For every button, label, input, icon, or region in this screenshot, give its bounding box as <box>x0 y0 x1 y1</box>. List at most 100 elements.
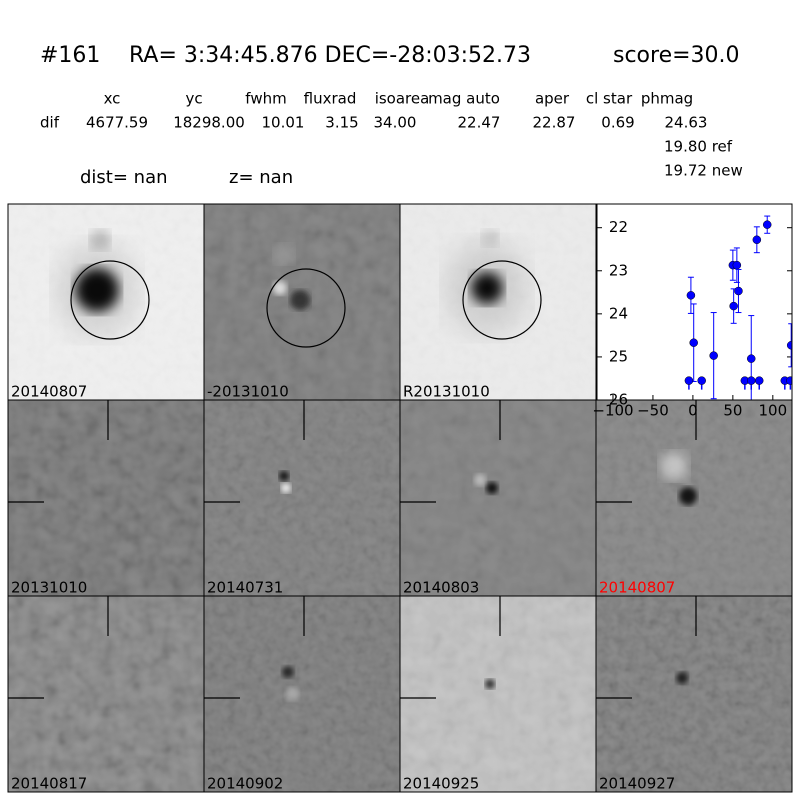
column-header: yc <box>185 90 202 108</box>
stamp: 20140807 <box>7 203 205 401</box>
redshift: z= nan <box>229 167 293 188</box>
data-point <box>754 376 764 385</box>
table-value: 24.63 <box>665 114 708 132</box>
ref-mag: 19.80 ref <box>664 138 733 156</box>
stamp-source <box>90 230 110 250</box>
stamp: 20140807 <box>595 399 793 597</box>
stamps: 20140807 -20131010 R20131010 20131010 201407… <box>7 203 793 793</box>
stamp-label: 20140817 <box>11 775 87 793</box>
coordinates: RA= 3:34:45.876 DEC=-28:03:52.73 <box>129 43 531 68</box>
stamp: 20140803 <box>399 399 597 597</box>
table-value: 0.69 <box>601 114 634 132</box>
column-header: aper <box>535 90 570 108</box>
stamp: -20131010 <box>203 203 401 401</box>
stamp-source <box>676 672 688 684</box>
plot-frame <box>596 203 793 401</box>
table-value: 22.47 <box>458 114 501 132</box>
new-mag: 19.72 new <box>664 162 743 180</box>
table-value: 18298.00 <box>173 114 245 132</box>
stamp-source <box>474 474 486 486</box>
x-tick-label: −50 <box>637 402 669 420</box>
stamp-label: -20131010 <box>207 383 289 401</box>
stamp-source <box>471 272 503 304</box>
stamp-border <box>595 595 793 793</box>
stamp-source <box>281 483 291 493</box>
data-point <box>709 351 718 360</box>
stamp-noise <box>400 596 596 792</box>
data-point <box>752 235 762 245</box>
stamp-label: 20140925 <box>403 775 479 793</box>
stamp: 20140731 <box>203 399 401 597</box>
stamp: 20140927 <box>595 595 793 793</box>
stamp: 20140925 <box>399 595 597 793</box>
stamp-label: 20140803 <box>403 579 479 597</box>
data-point <box>686 291 696 300</box>
data-point <box>746 376 756 385</box>
y-tick-label: 23 <box>609 261 628 279</box>
column-header: phmag <box>641 90 693 108</box>
column-header: mag auto <box>428 90 500 108</box>
column-header: fluxrad <box>304 90 357 108</box>
score: score=30.0 <box>613 43 740 68</box>
stamp-source <box>486 482 498 494</box>
stamp-source <box>273 281 287 295</box>
stamp-label: 20140927 <box>599 775 675 793</box>
table-value: 34.00 <box>374 114 417 132</box>
table-value: 22.87 <box>533 114 576 132</box>
stamp-label: 20140807 <box>11 383 87 401</box>
data-point <box>689 338 698 347</box>
stamp-label: 20131010 <box>11 579 87 597</box>
data-point <box>697 376 706 385</box>
stamp-source <box>75 268 119 312</box>
data-point <box>684 376 694 385</box>
column-header: isoarea <box>375 90 430 108</box>
aperture <box>266 268 346 348</box>
stamp-source <box>285 687 299 701</box>
aperture <box>462 260 542 340</box>
column-header: cl star <box>586 90 633 108</box>
stamp-source <box>282 666 294 678</box>
stamp-label: 20140902 <box>207 775 283 793</box>
stamp-source <box>290 290 310 310</box>
stamp-noise <box>204 400 400 596</box>
stamp: R20131010 <box>399 203 597 401</box>
x-tick-label: 100 <box>758 402 787 420</box>
stamp-source <box>274 244 294 264</box>
data-point <box>729 301 738 311</box>
x-tick-label: 0 <box>688 402 698 420</box>
y-tick-label: 24 <box>609 304 628 322</box>
column-header: fwhm <box>245 90 286 108</box>
stamp: 20131010 <box>7 399 205 597</box>
stamp: 20140902 <box>203 595 401 793</box>
stamp-label: 20140731 <box>207 579 283 597</box>
stamp-label: 20140807 <box>599 579 675 597</box>
x-tick-label: −100 <box>592 402 633 420</box>
x-tick-label: 50 <box>723 402 742 420</box>
dist: dist= nan <box>80 167 168 188</box>
stamp-noise <box>204 596 400 792</box>
stamp-source <box>485 679 495 689</box>
stamp-noise <box>400 400 596 596</box>
stamp-source <box>279 471 289 481</box>
data-point <box>732 260 742 270</box>
table-value: 10.01 <box>262 114 305 132</box>
candidate-id: #161 <box>40 43 100 68</box>
stamp-noise <box>8 596 204 792</box>
aperture <box>70 260 150 340</box>
stamp-noise <box>8 400 204 596</box>
y-tick-label: 22 <box>609 218 628 236</box>
data-point <box>734 286 743 296</box>
stamp-source <box>482 230 498 246</box>
stamp-noise <box>596 596 792 792</box>
data-point <box>786 376 792 385</box>
y-tick-label: 25 <box>609 347 628 365</box>
data-point <box>762 220 772 229</box>
plot-data <box>684 215 792 400</box>
stamp-source <box>660 452 688 480</box>
stamp-source <box>679 487 697 505</box>
data-point <box>786 341 792 350</box>
stamp: 20140817 <box>7 595 205 793</box>
